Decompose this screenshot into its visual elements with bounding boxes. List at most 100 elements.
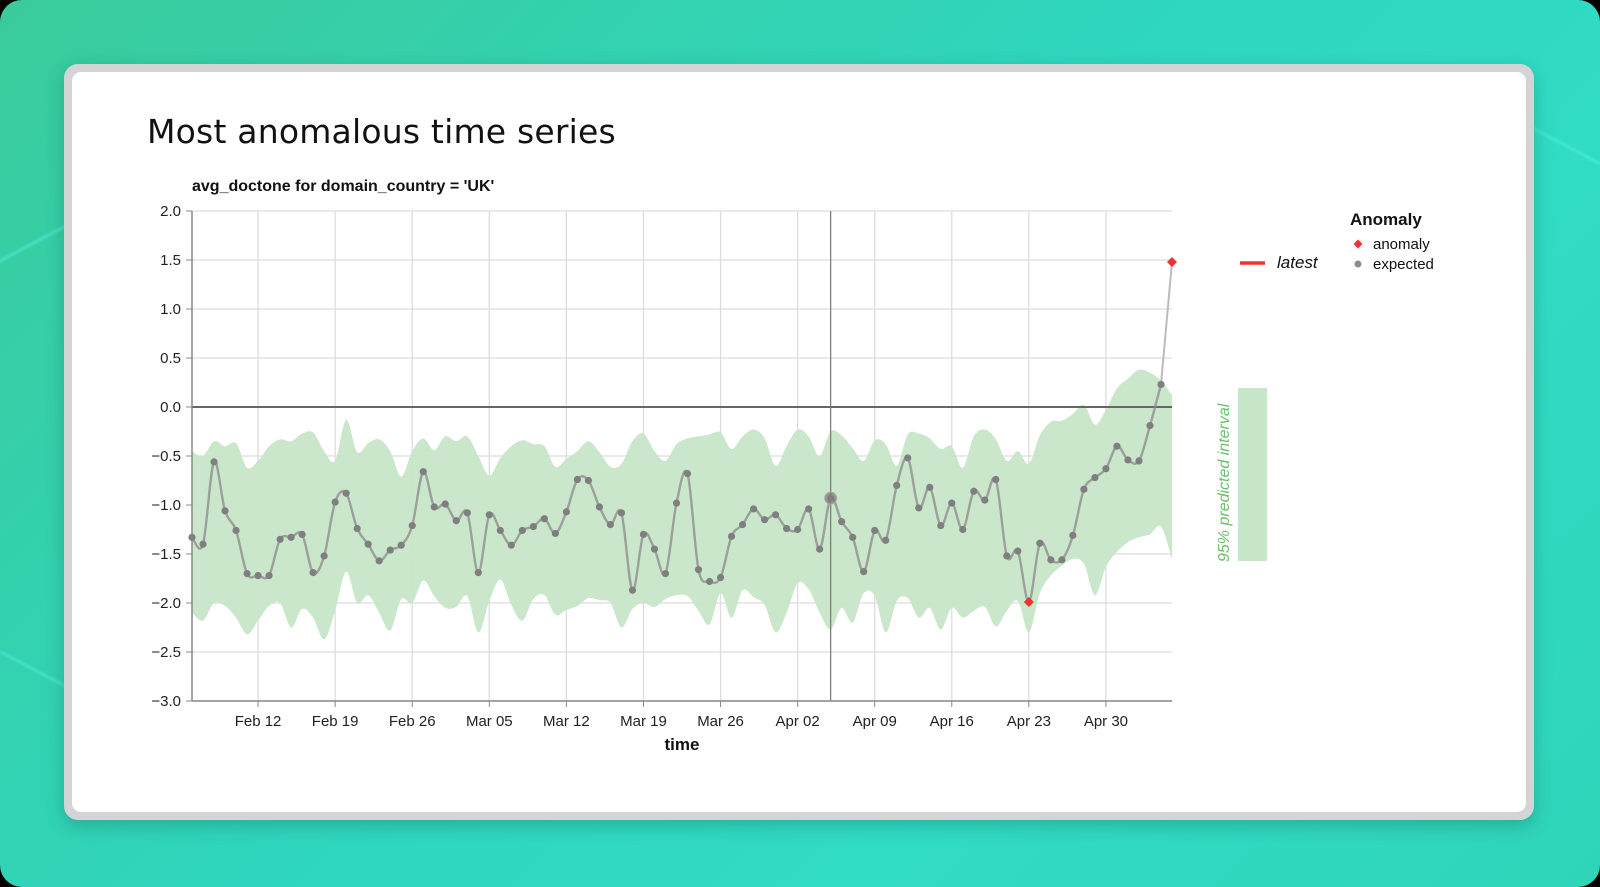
expected-point[interactable] bbox=[342, 489, 350, 497]
expected-point[interactable] bbox=[948, 499, 956, 507]
expected-point[interactable] bbox=[485, 511, 493, 519]
expected-point[interactable] bbox=[518, 526, 526, 535]
expected-point[interactable] bbox=[507, 541, 515, 549]
expected-point[interactable] bbox=[1135, 457, 1143, 465]
expected-point[interactable] bbox=[1157, 380, 1165, 389]
expected-point[interactable] bbox=[309, 569, 317, 577]
expected-point[interactable] bbox=[606, 521, 615, 529]
expected-point[interactable] bbox=[463, 509, 471, 517]
expected-point[interactable] bbox=[397, 541, 405, 549]
hovered-point[interactable] bbox=[824, 491, 838, 505]
expected-point[interactable] bbox=[584, 476, 593, 485]
expected-point[interactable] bbox=[287, 533, 295, 541]
expected-point[interactable] bbox=[1058, 556, 1066, 564]
expected-point[interactable] bbox=[430, 503, 438, 511]
expected-point[interactable] bbox=[849, 533, 857, 541]
expected-point[interactable] bbox=[738, 521, 747, 529]
expected-point[interactable] bbox=[353, 524, 361, 533]
x-tick-label: Mar 26 bbox=[697, 713, 744, 730]
expected-point[interactable] bbox=[727, 532, 736, 540]
expected-point[interactable] bbox=[243, 570, 251, 578]
expected-point[interactable] bbox=[650, 545, 659, 553]
expected-point[interactable] bbox=[959, 525, 967, 534]
anomaly-point-diamond[interactable] bbox=[1023, 597, 1034, 608]
expected-point[interactable] bbox=[573, 475, 581, 484]
expected-point[interactable] bbox=[496, 526, 504, 535]
expected-point[interactable] bbox=[893, 481, 901, 489]
expected-point[interactable] bbox=[1146, 422, 1154, 430]
expected-point[interactable] bbox=[639, 530, 648, 539]
expected-point[interactable] bbox=[210, 458, 218, 466]
y-tick-label: 1.0 bbox=[160, 301, 181, 318]
expected-point[interactable] bbox=[331, 498, 339, 506]
expected-point[interactable] bbox=[199, 540, 207, 548]
expected-point[interactable] bbox=[816, 545, 824, 553]
expected-point[interactable] bbox=[716, 573, 725, 582]
expected-point[interactable] bbox=[232, 526, 240, 535]
expected-point[interactable] bbox=[188, 533, 196, 541]
x-tick-label: Apr 30 bbox=[1084, 713, 1128, 730]
expected-point[interactable] bbox=[794, 525, 802, 534]
expected-point[interactable] bbox=[992, 475, 1000, 484]
legend-item-label: anomaly bbox=[1373, 236, 1430, 253]
expected-point[interactable] bbox=[1036, 539, 1044, 547]
expected-point[interactable] bbox=[970, 487, 978, 495]
expected-point[interactable] bbox=[694, 566, 703, 574]
expected-point[interactable] bbox=[771, 511, 780, 519]
expected-point[interactable] bbox=[1003, 552, 1011, 560]
expected-point[interactable] bbox=[672, 499, 681, 507]
expected-point[interactable] bbox=[760, 516, 769, 524]
chart-subtitle: avg_doctone for domain_country = 'UK' bbox=[192, 178, 494, 195]
expected-point[interactable] bbox=[705, 577, 714, 586]
x-tick-label: Apr 09 bbox=[853, 713, 897, 730]
expected-point[interactable] bbox=[562, 508, 570, 516]
expected-point[interactable] bbox=[408, 521, 416, 530]
expected-point[interactable] bbox=[904, 454, 912, 462]
expected-point[interactable] bbox=[937, 521, 945, 530]
interval-legend-swatch bbox=[1238, 388, 1267, 561]
expected-point[interactable] bbox=[1069, 531, 1077, 539]
expected-point[interactable] bbox=[838, 518, 846, 526]
expected-point[interactable] bbox=[364, 540, 372, 548]
expected-point[interactable] bbox=[386, 546, 394, 554]
expected-point[interactable] bbox=[617, 509, 626, 517]
expected-point[interactable] bbox=[860, 568, 868, 576]
expected-point[interactable] bbox=[628, 586, 637, 594]
expected-point[interactable] bbox=[926, 483, 934, 491]
expected-point[interactable] bbox=[1113, 442, 1121, 450]
expected-point[interactable] bbox=[1124, 456, 1132, 464]
expected-point[interactable] bbox=[474, 569, 482, 577]
expected-point[interactable] bbox=[419, 468, 427, 476]
expected-point[interactable] bbox=[551, 529, 559, 538]
expected-point[interactable] bbox=[805, 505, 813, 513]
expected-point[interactable] bbox=[981, 496, 989, 504]
expected-point[interactable] bbox=[452, 517, 460, 525]
expected-point[interactable] bbox=[540, 515, 548, 523]
expected-point[interactable] bbox=[1047, 556, 1055, 564]
expected-point[interactable] bbox=[265, 571, 273, 580]
expected-point[interactable] bbox=[298, 530, 306, 539]
expected-point[interactable] bbox=[276, 535, 284, 543]
expected-point[interactable] bbox=[441, 500, 449, 508]
expected-point[interactable] bbox=[749, 505, 758, 513]
expected-point[interactable] bbox=[1102, 465, 1110, 473]
anomaly-point-diamond[interactable] bbox=[1167, 256, 1177, 267]
expected-point[interactable] bbox=[871, 526, 879, 535]
expected-point[interactable] bbox=[1014, 547, 1022, 555]
expected-point[interactable] bbox=[1080, 485, 1088, 493]
expected-point[interactable] bbox=[375, 557, 383, 565]
expected-point[interactable] bbox=[221, 507, 229, 515]
y-tick-label: 2.0 bbox=[160, 203, 181, 220]
expected-point[interactable] bbox=[320, 552, 328, 560]
latest-legend-label: latest bbox=[1277, 253, 1319, 272]
expected-point[interactable] bbox=[783, 524, 791, 533]
expected-point[interactable] bbox=[529, 522, 537, 531]
expected-point[interactable] bbox=[595, 503, 604, 511]
expected-point[interactable] bbox=[915, 504, 923, 512]
expected-point[interactable] bbox=[882, 536, 890, 544]
expected-point[interactable] bbox=[254, 571, 262, 580]
expected-point[interactable] bbox=[1091, 473, 1099, 482]
expected-point[interactable] bbox=[661, 570, 670, 578]
expected-point[interactable] bbox=[683, 470, 692, 478]
